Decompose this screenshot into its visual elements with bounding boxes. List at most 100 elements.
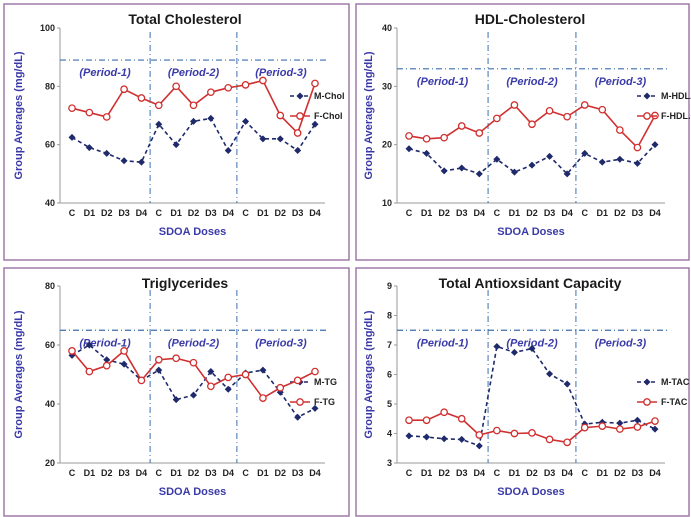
y-tick-label: 100 (40, 23, 55, 33)
data-point (259, 76, 267, 85)
x-axis-title: SDOA Doses (159, 226, 226, 238)
x-tick-label: D1 (509, 208, 521, 218)
data-point (241, 81, 250, 89)
x-tick-label: D3 (456, 468, 468, 478)
data-point (422, 134, 431, 143)
data-point (242, 117, 250, 125)
x-tick-label: D2 (188, 468, 200, 478)
data-point (633, 159, 641, 167)
data-point (422, 416, 431, 425)
series-line-M-Chol (71, 117, 316, 164)
x-tick-label: C (242, 468, 249, 478)
x-tick-label: D2 (101, 208, 113, 218)
chart-title: Total Antioxsidant Capacity (439, 275, 622, 291)
x-tick-label: D2 (188, 208, 200, 218)
x-tick-label: C (69, 468, 76, 478)
x-tick-label: D2 (101, 468, 113, 478)
x-tick-label: D4 (222, 468, 234, 478)
data-point (563, 380, 571, 388)
chart-panel-3: Triglycerides 20 40 60 80 C D1 D2 D3 D4 C D1 D2 D3 D4 C… (3, 267, 350, 517)
period-label: (Period-3) (595, 76, 647, 88)
y-tick-label: 9 (387, 281, 392, 291)
period-label: (Period-1) (417, 76, 469, 88)
data-point (528, 161, 536, 169)
data-point (224, 373, 233, 382)
data-point (440, 435, 448, 443)
data-point (458, 164, 466, 172)
data-point (103, 149, 111, 157)
x-tick-label: D4 (222, 208, 234, 218)
legend-label: M-Chol (314, 91, 345, 101)
x-tick-label: C (494, 208, 501, 218)
x-tick-label: D4 (561, 208, 573, 218)
data-point (633, 423, 642, 431)
data-point (85, 108, 94, 117)
data-point (423, 433, 431, 441)
data-point (510, 348, 518, 356)
x-tick-label: D1 (84, 208, 96, 218)
legend-label: M-HDL.C (661, 91, 691, 101)
data-point (68, 104, 76, 113)
x-axis-title: SDOA Doses (497, 226, 564, 238)
x-tick-label: D2 (614, 208, 626, 218)
data-point (475, 129, 484, 137)
x-tick-label: C (156, 208, 163, 218)
data-point (545, 435, 554, 444)
data-point (510, 429, 519, 438)
data-point (423, 149, 431, 157)
data-point (493, 342, 501, 350)
y-tick-label: 40 (45, 198, 55, 208)
y-tick-label: 6 (387, 370, 392, 380)
data-point (405, 132, 413, 140)
data-point (207, 88, 215, 97)
x-tick-label: D2 (526, 468, 538, 478)
period-label: (Period-2) (168, 337, 220, 349)
x-tick-label: D4 (561, 468, 573, 478)
data-point (651, 141, 659, 149)
data-point (405, 145, 413, 153)
data-point (440, 408, 448, 417)
x-tick-label: D3 (205, 208, 217, 218)
data-point (528, 120, 536, 129)
data-point (311, 367, 319, 376)
data-point (103, 356, 111, 364)
data-point (224, 385, 232, 393)
x-tick-label: D3 (632, 208, 644, 218)
panel-border (355, 3, 690, 261)
period-label: (Period-3) (255, 337, 307, 349)
x-tick-label: D3 (544, 208, 556, 218)
x-tick-label: C (242, 208, 249, 218)
data-point (259, 135, 267, 143)
x-tick-label: D3 (118, 468, 130, 478)
data-point (102, 113, 111, 121)
data-point (293, 129, 302, 137)
data-point (207, 382, 215, 391)
data-point (172, 141, 180, 149)
data-point (85, 144, 93, 152)
data-point (633, 416, 641, 424)
data-point (616, 425, 624, 433)
x-axis-title: SDOA Doses (497, 486, 564, 498)
legend-marker (296, 398, 304, 406)
chart-title: Total Cholesterol (128, 11, 241, 27)
data-point (120, 360, 128, 368)
x-tick-label: C (406, 468, 413, 478)
data-point (510, 101, 519, 109)
legend-label: F-TAC (661, 397, 688, 407)
y-tick-label: 30 (382, 81, 392, 91)
y-tick-label: 40 (45, 399, 55, 409)
data-point (581, 149, 589, 157)
x-tick-label: D4 (649, 468, 661, 478)
data-point (546, 370, 554, 378)
period-label: (Period-1) (79, 67, 131, 79)
data-point (311, 79, 319, 88)
x-tick-label: D4 (649, 208, 661, 218)
data-point (440, 133, 448, 142)
data-point (616, 419, 624, 427)
x-tick-label: D3 (292, 208, 304, 218)
y-tick-label: 5 (387, 399, 392, 409)
data-point (616, 126, 624, 134)
data-point (546, 152, 554, 160)
x-tick-label: D2 (526, 208, 538, 218)
panel-border (355, 267, 690, 517)
